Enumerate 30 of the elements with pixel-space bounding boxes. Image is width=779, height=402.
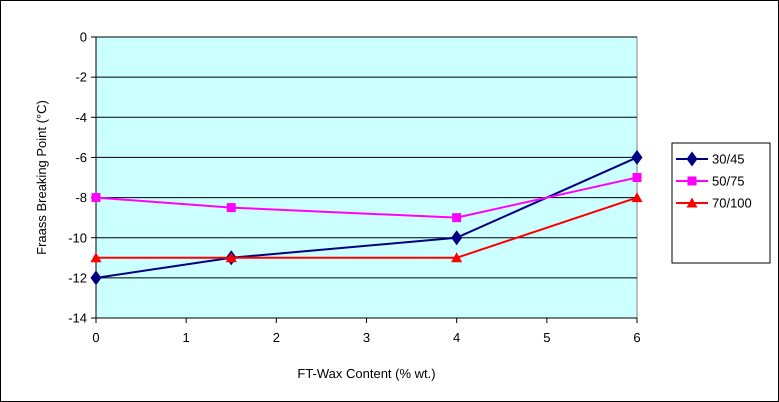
y-tick-label: -4 [75, 110, 87, 125]
legend-label: 70/100 [712, 196, 752, 211]
y-tick-label: -14 [68, 310, 87, 326]
x-tick-label: 6 [633, 330, 641, 345]
point [451, 230, 462, 246]
y-axis-title: Fraass Breaking Point (°C) [34, 100, 49, 255]
x-tick-label: 5 [543, 330, 550, 345]
x-tick-label: 1 [182, 330, 190, 345]
y-tick-label: -2 [75, 70, 87, 85]
x-tick-label: 2 [272, 330, 280, 345]
x-tick-label: 4 [453, 330, 460, 345]
y-tick-label: -12 [68, 270, 87, 286]
point [90, 270, 102, 286]
x-tick-label: 0 [92, 330, 100, 345]
y-tick-label: 0 [80, 30, 87, 45]
point [452, 213, 462, 222]
y-tick-label: -10 [68, 230, 87, 246]
y-tick-label: -6 [75, 150, 87, 165]
legend-label: 30/45 [712, 152, 745, 167]
point [632, 192, 642, 202]
point [226, 252, 237, 262]
point [226, 203, 236, 212]
point [451, 252, 462, 262]
x-axis-title: FT-Wax Content (% wt.) [297, 366, 436, 381]
point [90, 252, 102, 262]
point [632, 173, 642, 182]
x-tick-label: 3 [362, 330, 370, 345]
y-tick-label: -8 [75, 190, 87, 206]
legend-label: 50/75 [712, 174, 745, 189]
point [632, 150, 642, 165]
